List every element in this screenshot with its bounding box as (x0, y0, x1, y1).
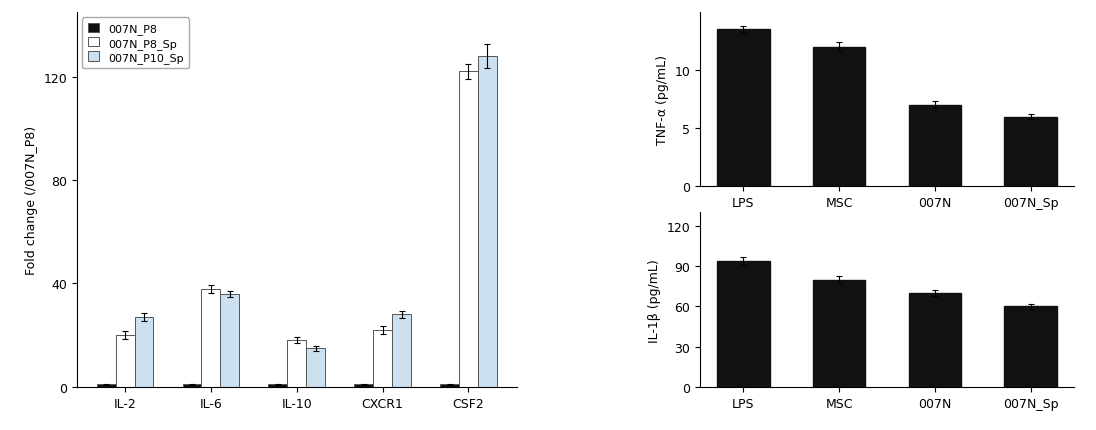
Bar (287, 341, 306, 387)
Bar (1004, 307, 1057, 387)
Y-axis label: Fold change (/007N_P8): Fold change (/007N_P8) (25, 126, 37, 274)
Bar (813, 48, 866, 187)
Bar (717, 30, 769, 187)
Bar (202, 289, 220, 387)
Bar (813, 280, 866, 387)
Bar (909, 293, 961, 387)
Bar (135, 317, 153, 387)
Y-axis label: IL-1β (pg/mL): IL-1β (pg/mL) (648, 258, 661, 342)
Bar (306, 348, 326, 387)
Bar (115, 335, 135, 387)
Bar (354, 384, 373, 387)
Bar (96, 384, 115, 387)
Legend: 007N_P8, 007N_P8_Sp, 007N_P10_Sp: 007N_P8, 007N_P8_Sp, 007N_P10_Sp (82, 18, 189, 69)
Bar (459, 72, 478, 387)
Bar (269, 384, 287, 387)
Bar (392, 315, 411, 387)
Bar (183, 384, 202, 387)
Bar (478, 57, 496, 387)
Bar (373, 330, 392, 387)
Bar (441, 384, 459, 387)
Bar (1004, 117, 1057, 187)
Bar (717, 261, 769, 387)
Bar (220, 294, 239, 387)
Y-axis label: TNF-α (pg/mL): TNF-α (pg/mL) (655, 55, 669, 145)
Bar (909, 106, 961, 187)
